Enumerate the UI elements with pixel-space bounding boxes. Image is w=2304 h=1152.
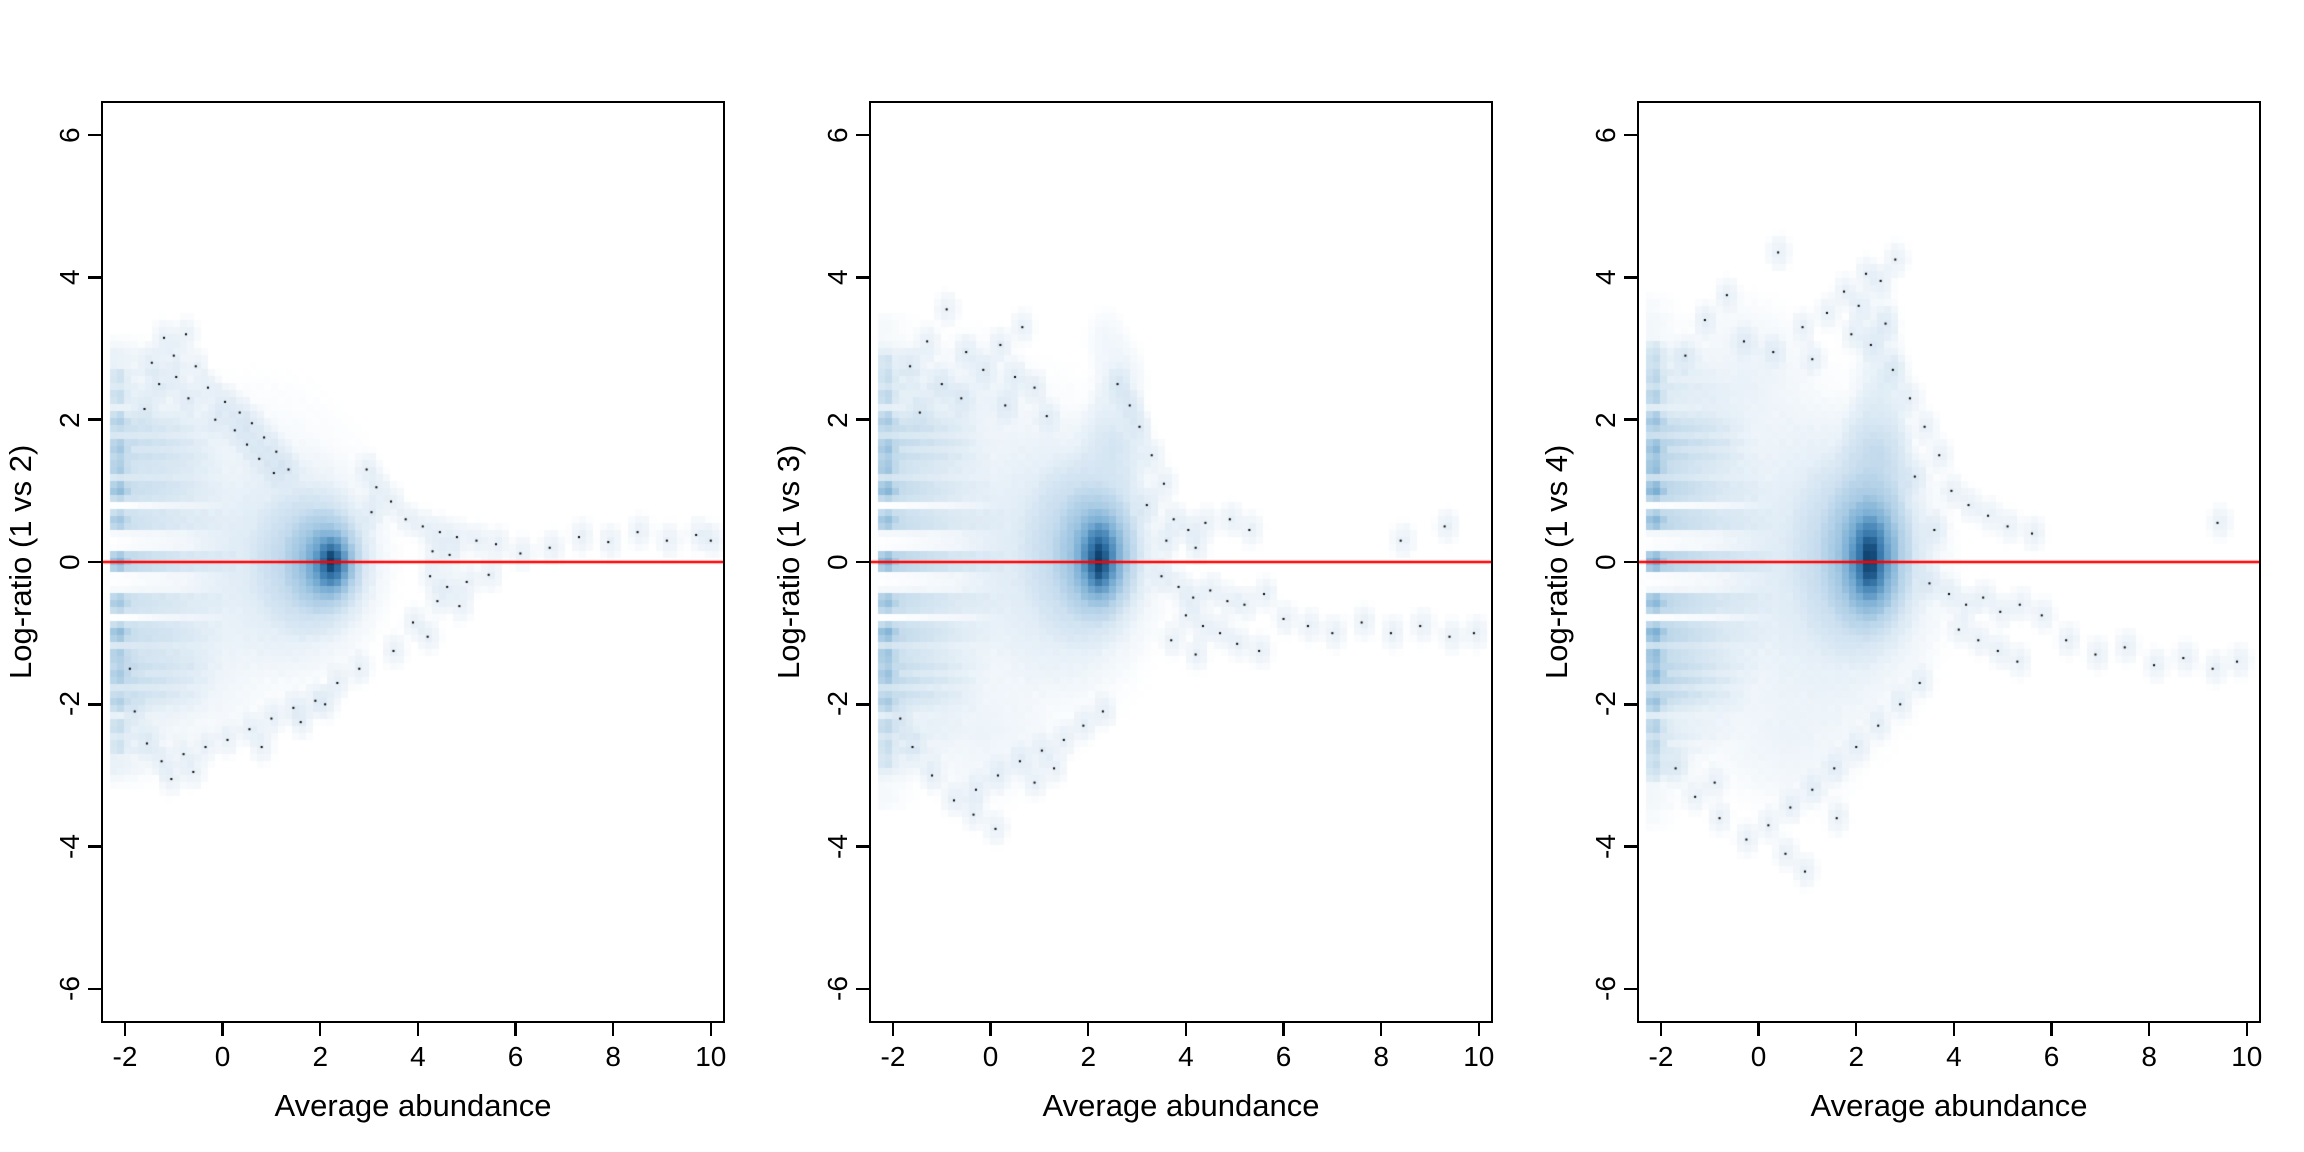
y-tick-label: 2 — [1590, 411, 1621, 428]
y-tick-label: -6 — [822, 976, 853, 1002]
y-tick-label: 2 — [822, 411, 853, 428]
x-tick-mark — [709, 1023, 712, 1036]
x-tick-mark — [416, 1023, 420, 1036]
y-tick-mark — [856, 418, 869, 421]
x-tick-label: 8 — [2141, 1041, 2157, 1072]
y-tick-mark — [1624, 418, 1637, 421]
y-tick-label: -6 — [54, 976, 85, 1002]
y-tick-label: -6 — [1590, 976, 1621, 1002]
x-tick-label: 8 — [1373, 1041, 1389, 1072]
y-tick-mark — [856, 133, 869, 137]
x-tick-label: 0 — [1750, 1041, 1767, 1072]
x-tick-mark — [2147, 1023, 2151, 1036]
y-tick-label: -4 — [1590, 834, 1621, 860]
y-tick-label: 6 — [822, 127, 853, 143]
y-tick-label: 6 — [54, 127, 85, 143]
x-tick-mark — [989, 1023, 992, 1036]
y-tick-label: -4 — [822, 834, 853, 860]
x-tick-mark — [514, 1023, 517, 1036]
y-axis-title: Log-ratio (1 vs 3) — [771, 444, 806, 680]
x-tick-label: -2 — [112, 1041, 138, 1072]
density-plot-canvas-2 — [871, 103, 1491, 1021]
x-tick-label: 6 — [507, 1041, 524, 1072]
x-tick-mark — [2245, 1023, 2248, 1036]
x-tick-mark — [2050, 1023, 2053, 1036]
x-tick-label: 4 — [1178, 1041, 1194, 1072]
y-tick-mark — [88, 703, 101, 706]
x-tick-mark — [1184, 1023, 1188, 1036]
x-tick-label: 2 — [312, 1041, 329, 1072]
y-tick-mark — [1624, 845, 1637, 848]
density-plot-canvas-3 — [1639, 103, 2259, 1021]
y-axis-title: Log-ratio (1 vs 2) — [3, 444, 38, 680]
x-tick-label: 10 — [695, 1041, 727, 1072]
y-tick-label: -2 — [822, 691, 853, 717]
y-tick-mark — [1624, 703, 1637, 706]
y-tick-mark — [1624, 560, 1637, 564]
y-tick-label: 0 — [1590, 554, 1621, 570]
y-tick-label: -2 — [54, 691, 85, 717]
y-tick-label: 4 — [1590, 269, 1621, 286]
x-tick-mark — [221, 1023, 224, 1036]
y-tick-mark — [856, 560, 869, 564]
y-tick-label: 2 — [54, 411, 85, 428]
y-tick-label: 4 — [822, 269, 853, 286]
x-tick-mark — [319, 1023, 322, 1036]
y-tick-mark — [1624, 276, 1637, 279]
x-tick-mark — [1379, 1023, 1383, 1036]
x-tick-mark — [1855, 1023, 1858, 1036]
x-tick-label: -2 — [880, 1041, 906, 1072]
x-tick-label: 6 — [1275, 1041, 1292, 1072]
x-tick-label: 10 — [2231, 1041, 2263, 1072]
chart-panel-1: -2 0 2 4 6 8 10 -6 -4 -2 0 2 4 6 Average abundance Lo… — [0, 0, 768, 1152]
y-tick-label: 0 — [822, 554, 853, 570]
x-tick-mark — [611, 1023, 615, 1036]
x-tick-label: 2 — [1080, 1041, 1097, 1072]
y-tick-mark — [856, 276, 869, 279]
x-tick-mark — [1477, 1023, 1480, 1036]
chart-panel-3: -2 0 2 4 6 8 10 -6 -4 -2 0 2 4 6 Average abundance Lo… — [1536, 0, 2304, 1152]
chart-panel-2: -2 0 2 4 6 8 10 -6 -4 -2 0 2 4 6 Average abundance Lo… — [768, 0, 1536, 1152]
y-tick-mark — [88, 418, 101, 421]
x-axis-title: Average abundance — [1042, 1088, 1320, 1123]
density-plot-canvas-1 — [103, 103, 723, 1021]
y-tick-mark — [88, 845, 101, 848]
y-tick-label: -4 — [54, 834, 85, 860]
x-tick-mark — [1282, 1023, 1285, 1036]
x-tick-mark — [1659, 1023, 1663, 1036]
y-tick-mark — [856, 703, 869, 706]
y-tick-label: 0 — [54, 554, 85, 570]
x-axis-title: Average abundance — [1810, 1088, 2088, 1123]
x-tick-label: 2 — [1848, 1041, 1865, 1072]
x-axis-title: Average abundance — [274, 1088, 552, 1123]
x-tick-label: 10 — [1463, 1041, 1495, 1072]
y-tick-label: 4 — [54, 269, 85, 286]
y-tick-mark — [856, 845, 869, 848]
y-tick-mark — [88, 560, 101, 564]
y-tick-label: -2 — [1590, 691, 1621, 717]
x-tick-mark — [891, 1023, 895, 1036]
x-tick-label: 4 — [1946, 1041, 1962, 1072]
x-tick-label: 8 — [605, 1041, 621, 1072]
y-tick-mark — [1624, 133, 1637, 137]
y-tick-mark — [88, 276, 101, 279]
y-axis-title: Log-ratio (1 vs 4) — [1539, 444, 1574, 680]
x-tick-label: -2 — [1648, 1041, 1674, 1072]
x-tick-label: 0 — [982, 1041, 999, 1072]
y-tick-mark — [856, 987, 869, 991]
x-tick-mark — [1087, 1023, 1090, 1036]
x-tick-label: 6 — [2043, 1041, 2060, 1072]
y-tick-mark — [1624, 987, 1637, 991]
x-tick-label: 4 — [410, 1041, 426, 1072]
y-tick-mark — [88, 133, 101, 137]
y-tick-mark — [88, 987, 101, 991]
x-tick-mark — [123, 1023, 127, 1036]
x-tick-mark — [1952, 1023, 1956, 1036]
x-tick-mark — [1757, 1023, 1760, 1036]
x-tick-label: 0 — [214, 1041, 231, 1072]
y-tick-label: 6 — [1590, 127, 1621, 143]
